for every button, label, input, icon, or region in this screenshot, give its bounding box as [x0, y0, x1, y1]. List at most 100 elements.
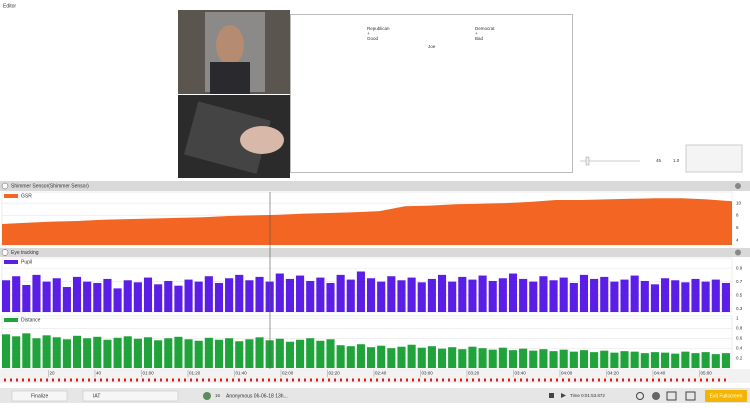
- signal-bar: [72, 276, 82, 312]
- signal-bar: [194, 340, 203, 368]
- signal-bar: [336, 345, 345, 368]
- settings-button[interactable]: [652, 392, 660, 400]
- timeline-label: 03:40: [514, 371, 526, 376]
- scene-hand: [240, 126, 284, 154]
- zoom-button[interactable]: [636, 392, 644, 400]
- timeline-label: 02:00: [282, 371, 294, 376]
- stop-button[interactable]: [549, 393, 554, 398]
- signal-bar: [367, 347, 376, 368]
- signal-bar: [336, 274, 345, 312]
- signal-bar: [42, 281, 51, 312]
- slider-thumb[interactable]: [585, 156, 590, 166]
- timeline-label: 04:40: [654, 371, 666, 376]
- signal-bar: [691, 278, 700, 312]
- section-title: Eye tracking: [11, 250, 39, 256]
- collapse-button[interactable]: [1, 182, 9, 190]
- signal-bar: [93, 336, 102, 368]
- signal-bar: [488, 280, 497, 312]
- timeline-axis: 20 40 01:00 01:20 01:40 02:00 02:20 02:40 03:00 0…: [48, 370, 712, 377]
- gsr-area: [2, 198, 732, 245]
- signal-bar: [285, 341, 294, 368]
- charts: 4 6 8 10 GSR 0.3 0.5 0.7 0.9 Pupil 0.2 0.4 0.6 0.8 1 Di…: [1, 191, 743, 369]
- signal-bar: [620, 279, 629, 312]
- settings-button[interactable]: [735, 183, 741, 189]
- signal-bar: [721, 353, 730, 368]
- legend-swatch: [4, 260, 18, 264]
- timeline-label: 03:20: [468, 371, 480, 376]
- signal-bar: [377, 281, 386, 312]
- signal-bar: [721, 282, 730, 312]
- signal-bar: [448, 347, 457, 368]
- signal-bar: [326, 339, 335, 368]
- signal-bar: [143, 337, 153, 368]
- signal-bar: [671, 353, 680, 368]
- finalize-button[interactable]: [11, 390, 68, 402]
- signal-bar: [468, 279, 477, 312]
- signal-bar: [448, 281, 457, 312]
- timeline-label: 03:00: [421, 371, 433, 376]
- signal-bar: [184, 279, 193, 312]
- signal-bar: [275, 338, 284, 368]
- signal-bar: [529, 281, 538, 312]
- signal-bar: [133, 282, 142, 312]
- layout-button[interactable]: [685, 391, 696, 401]
- settings-button[interactable]: [735, 249, 741, 256]
- footer: [0, 388, 750, 403]
- speed: 1.0: [673, 158, 680, 163]
- stimulus-select[interactable]: [82, 390, 179, 402]
- signal-bar: [417, 347, 426, 368]
- timeline-label: 04:00: [561, 371, 573, 376]
- stimulus-right: Bad: [475, 36, 484, 41]
- signal-bar: [539, 349, 548, 368]
- y-tick-label: 8: [736, 213, 739, 218]
- legend-label: Distance: [21, 317, 41, 323]
- thumbnail[interactable]: [685, 144, 743, 173]
- signal-bar: [691, 353, 700, 368]
- signal-bar: [22, 285, 31, 312]
- signal-bar: [630, 275, 639, 312]
- play-button[interactable]: [561, 393, 566, 398]
- signal-bar: [93, 282, 102, 312]
- signal-bar: [214, 282, 224, 312]
- signal-bar: [488, 349, 497, 368]
- signal-bar: [559, 277, 568, 312]
- signal-bar: [225, 338, 234, 368]
- exit-fullscreen-button[interactable]: [705, 390, 747, 402]
- scene-keyboard: [184, 101, 271, 174]
- window-title: Editor: [3, 3, 16, 9]
- signal-bar: [133, 338, 142, 368]
- signal-bar: [204, 276, 213, 312]
- signal-bar: [194, 281, 203, 312]
- y-tick-label: 6: [736, 225, 739, 230]
- signal-bar: [2, 280, 11, 312]
- signal-bar: [427, 346, 436, 368]
- stimulus-left: Republican: [367, 26, 390, 31]
- signal-bar: [427, 278, 436, 312]
- export-button[interactable]: [666, 391, 677, 401]
- signal-bar: [519, 348, 528, 368]
- signal-bar: [285, 278, 294, 312]
- signal-bar: [711, 279, 720, 312]
- signal-bar: [569, 282, 578, 312]
- signal-bar: [407, 277, 416, 312]
- webcam-face: [216, 25, 244, 65]
- signal-bar: [681, 282, 690, 312]
- signal-bar: [2, 334, 11, 368]
- signal-bar: [387, 276, 396, 312]
- signal-bar: [245, 339, 254, 368]
- signal-bar: [701, 352, 710, 368]
- timeline-label: 01:20: [189, 371, 201, 376]
- signal-bar: [590, 352, 599, 368]
- collapse-button[interactable]: [1, 249, 9, 256]
- signal-bar: [377, 345, 386, 368]
- signal-bar: [508, 273, 518, 312]
- timeline-label: 01:00: [142, 371, 154, 376]
- signal-bar: [437, 274, 447, 312]
- signal-bar: [610, 281, 619, 312]
- timeline-label: 01:40: [235, 371, 247, 376]
- signal-bar: [204, 337, 213, 368]
- signal-bar: [356, 344, 365, 368]
- finalize-label: Finalize: [31, 393, 48, 399]
- signal-bar: [113, 288, 122, 312]
- signal-bar: [103, 278, 112, 312]
